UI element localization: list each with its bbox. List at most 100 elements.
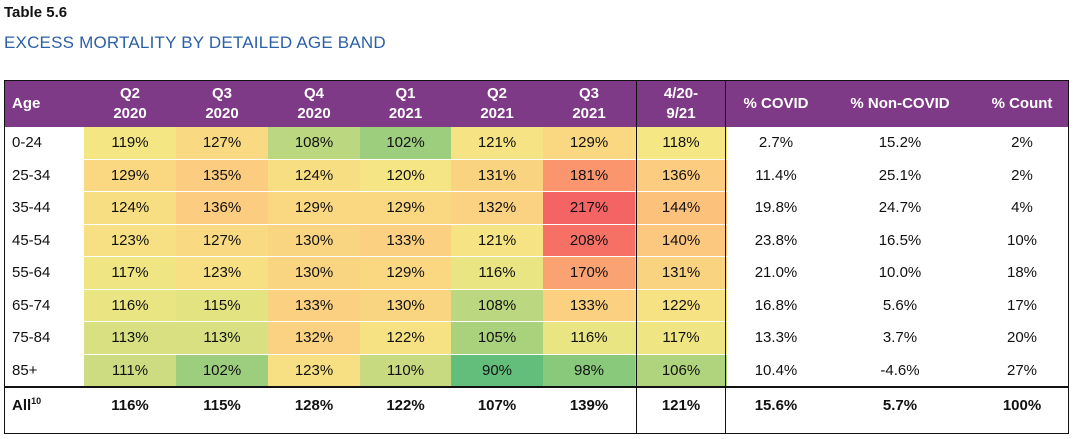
- pct-non-covid-cell: 3.7%: [825, 321, 975, 355]
- excess-mortality-cell: 217%: [543, 191, 635, 225]
- header-line-2: 2021: [388, 104, 423, 122]
- pct-covid-cell: 19.8%: [727, 191, 825, 225]
- table-header: Age Q2 2020 Q3 2020 Q4 2020 Q1 2021 Q2 2021 Q3 2021 4…: [4, 80, 1069, 127]
- pct-covid-cell: 11.4%: [727, 159, 825, 192]
- header-line-2: 2020: [297, 104, 331, 122]
- excess-mortality-cell: 181%: [543, 159, 635, 192]
- excess-mortality-cell: 122%: [360, 321, 451, 355]
- excess-mortality-table: Age Q2 2020 Q3 2020 Q4 2020 Q1 2021 Q2 2021 Q3 2021 4…: [4, 80, 1069, 422]
- excess-mortality-cell: 129%: [268, 191, 360, 225]
- column-header: % Count: [975, 80, 1069, 127]
- excess-mortality-cell: 123%: [84, 224, 176, 257]
- pct-count-cell: 20%: [975, 321, 1069, 355]
- column-header: Q3 2020: [176, 80, 268, 127]
- pct-non-covid-cell: -4.6%: [825, 354, 975, 388]
- age-band-cell: 25-34: [4, 159, 84, 192]
- table-row: 25-34 129% 135% 124% 120% 131% 181% 136% 11.4% 25…: [4, 159, 1069, 192]
- excess-mortality-cell: 118%: [635, 127, 727, 160]
- excess-mortality-cell: 130%: [268, 224, 360, 257]
- excess-mortality-cell: 121%: [451, 224, 543, 257]
- age-band-cell: 65-74: [4, 289, 84, 322]
- pct-non-covid-cell: 5.6%: [825, 289, 975, 322]
- excess-mortality-cell: 108%: [268, 127, 360, 160]
- excess-mortality-cell: 144%: [635, 191, 727, 225]
- header-line-2: 2021: [480, 104, 514, 122]
- total-excess-cell: 128%: [268, 386, 360, 422]
- header-line-1: % Count: [991, 94, 1053, 112]
- header-line-1: % COVID: [743, 94, 809, 112]
- excess-mortality-cell: 110%: [360, 354, 451, 388]
- header-line-1: Q1: [395, 84, 416, 102]
- excess-mortality-cell: 124%: [268, 159, 360, 192]
- age-band-cell: 55-64: [4, 256, 84, 290]
- excess-mortality-cell: 124%: [84, 191, 176, 225]
- header-line-1: 4/20-: [663, 84, 699, 102]
- excess-mortality-cell: 133%: [268, 289, 360, 322]
- excess-mortality-cell: 130%: [360, 289, 451, 322]
- column-header: Q1 2021: [360, 80, 451, 127]
- table-row: 65-74 116% 115% 133% 130% 108% 133% 122% 16.8% 5.…: [4, 289, 1069, 322]
- total-excess-cell: 121%: [635, 386, 727, 422]
- excess-mortality-cell: 208%: [543, 224, 635, 257]
- excess-mortality-cell: 113%: [84, 321, 176, 355]
- excess-mortality-cell: 129%: [543, 127, 635, 160]
- excess-mortality-cell: 122%: [635, 289, 727, 322]
- column-header: % COVID: [727, 80, 825, 127]
- pct-count-cell: 18%: [975, 256, 1069, 290]
- header-line-2: 9/21: [666, 104, 696, 122]
- excess-mortality-cell: 140%: [635, 224, 727, 257]
- pct-non-covid-cell: 10.0%: [825, 256, 975, 290]
- pct-covid-cell: 10.4%: [727, 354, 825, 388]
- excess-mortality-cell: 119%: [84, 127, 176, 160]
- excess-mortality-cell: 116%: [451, 256, 543, 290]
- excess-mortality-cell: 132%: [268, 321, 360, 355]
- total-excess-cell: 116%: [84, 386, 176, 422]
- column-header: 4/20- 9/21: [635, 80, 727, 127]
- column-header: Q3 2021: [543, 80, 635, 127]
- excess-mortality-cell: 98%: [543, 354, 635, 388]
- table-row: 0-24 119% 127% 108% 102% 121% 129% 118% 2.7% 15.2…: [4, 127, 1069, 160]
- table-row: 45-54 123% 127% 130% 133% 121% 208% 140% 23.8% 16…: [4, 224, 1069, 257]
- header-line-1: Q3: [578, 84, 599, 102]
- excess-mortality-cell: 102%: [360, 127, 451, 160]
- header-line-2: 2020: [205, 104, 239, 122]
- excess-mortality-cell: 117%: [635, 321, 727, 355]
- excess-mortality-cell: 113%: [176, 321, 268, 355]
- excess-mortality-cell: 111%: [84, 354, 176, 388]
- total-excess-cell: 139%: [543, 386, 635, 422]
- header-line-1: Q2: [486, 84, 507, 102]
- header-line-2: 2020: [113, 104, 147, 122]
- pct-count-cell: 27%: [975, 354, 1069, 388]
- pct-count-cell: 4%: [975, 191, 1069, 225]
- excess-mortality-cell: 130%: [268, 256, 360, 290]
- table-row: 55-64 117% 123% 130% 129% 116% 170% 131% 21.0% 10…: [4, 256, 1069, 290]
- table-number: Table 5.6: [4, 4, 68, 21]
- footnote-marker: 10: [31, 395, 42, 406]
- column-header: Age: [4, 80, 84, 127]
- excess-mortality-cell: 133%: [360, 224, 451, 257]
- excess-mortality-cell: 108%: [451, 289, 543, 322]
- total-excess-cell: 107%: [451, 386, 543, 422]
- pct-non-covid-cell: 16.5%: [825, 224, 975, 257]
- total-excess-cell: 122%: [360, 386, 451, 422]
- excess-mortality-cell: 131%: [635, 256, 727, 290]
- header-line-1: Q2: [119, 84, 140, 102]
- column-header: % Non-COVID: [825, 80, 975, 127]
- total-pct-non-covid-cell: 5.7%: [825, 386, 975, 422]
- pct-non-covid-cell: 24.7%: [825, 191, 975, 225]
- header-line-1: Age: [12, 94, 41, 112]
- total-pct-count-cell: 100%: [975, 386, 1069, 422]
- column-header: Q2 2021: [451, 80, 543, 127]
- age-band-cell: 75-84: [4, 321, 84, 355]
- age-band-cell: 35-44: [4, 191, 84, 225]
- excess-mortality-cell: 116%: [543, 321, 635, 355]
- total-row: All10 116% 115% 128% 122% 107% 139% 121% 15.6% 5.…: [4, 386, 1069, 422]
- excess-mortality-cell: 127%: [176, 224, 268, 257]
- excess-mortality-cell: 131%: [451, 159, 543, 192]
- total-excess-cell: 115%: [176, 386, 268, 422]
- excess-mortality-cell: 102%: [176, 354, 268, 388]
- age-band-cell: 0-24: [4, 127, 84, 160]
- excess-mortality-cell: 123%: [268, 354, 360, 388]
- excess-mortality-cell: 105%: [451, 321, 543, 355]
- excess-mortality-cell: 115%: [176, 289, 268, 322]
